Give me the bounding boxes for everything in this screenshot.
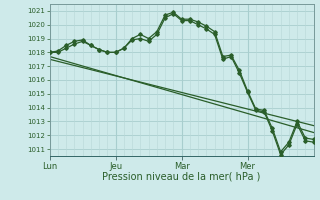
- X-axis label: Pression niveau de la mer( hPa ): Pression niveau de la mer( hPa ): [102, 172, 261, 182]
